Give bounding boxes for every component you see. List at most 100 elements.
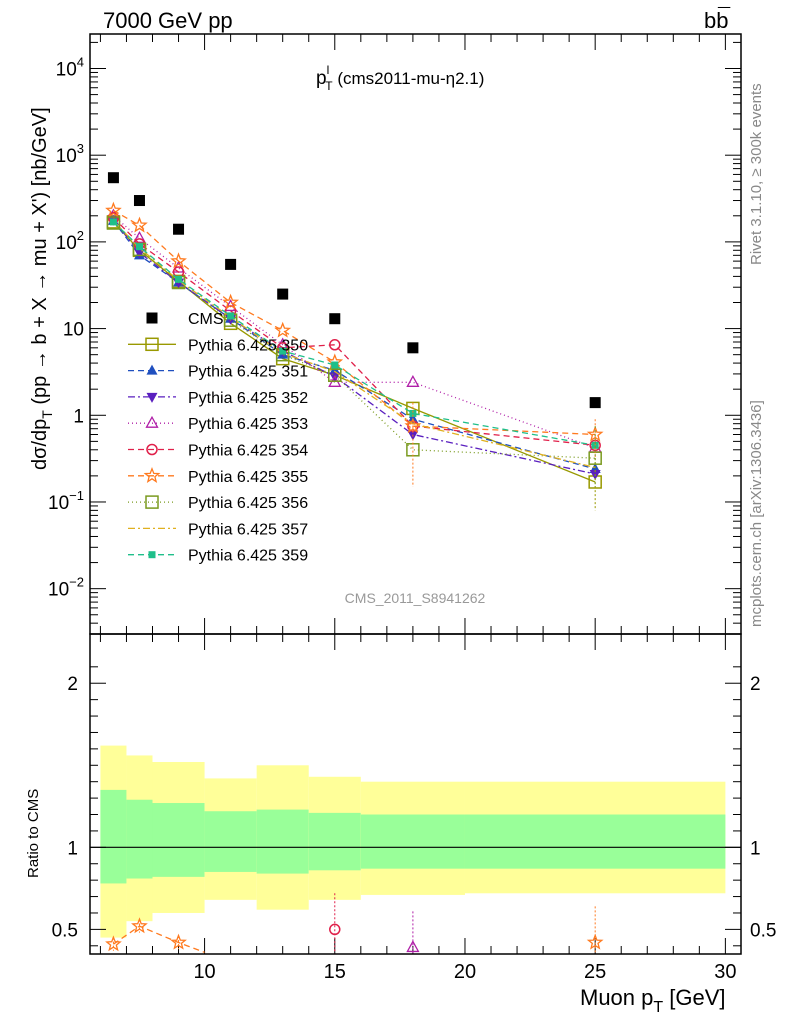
series-5-point-2: [170, 252, 187, 269]
legend-marker-8: [148, 551, 156, 559]
legend-label-2: Pythia 6.425 352: [188, 390, 308, 407]
series-5-point-6-shape: [404, 417, 422, 434]
series-3-point-6-shape: [406, 374, 420, 387]
series-5-point-4-shape: [274, 321, 292, 338]
band-inner-7: [464, 814, 726, 869]
legend-marker-1: [146, 364, 158, 375]
series-8-point-7: [591, 441, 599, 449]
cms-point-5: [329, 313, 341, 325]
ratio-point-0-2-shape: [170, 933, 187, 950]
header-right: bb: [704, 8, 728, 33]
legend-marker-3-shape: [145, 415, 159, 428]
series-line-2: [112, 219, 596, 475]
series-line-5: [113, 209, 596, 436]
band-inner-3: [204, 811, 257, 872]
ratio-point-0-0: [105, 935, 122, 952]
series-6-point-5-shape: [328, 368, 342, 382]
ratio-tick-label-right-2: 2: [750, 674, 761, 695]
band-inner-6: [360, 814, 465, 869]
y-tick-label-6: 10−2: [48, 575, 84, 601]
series-8-point-4: [279, 347, 287, 355]
x-axis-label: Muon pT [GeV]: [580, 985, 726, 1016]
main-plot-frame: [89, 33, 742, 635]
series-line-1: [112, 220, 596, 470]
cms-point-0-shape: [107, 172, 119, 184]
band-inner-2: [152, 803, 205, 877]
series-6-point-5: [328, 368, 342, 382]
series-5-point-3-shape: [222, 293, 240, 310]
series-5-point-0-shape: [105, 201, 122, 218]
ratio-point-0-1-shape: [131, 917, 148, 934]
cms-point-6: [407, 342, 419, 354]
series-5-point-3: [222, 293, 240, 310]
series-8-point-3: [227, 312, 235, 320]
series-8-point-6: [409, 409, 417, 417]
ratio-tick-label-right-0: 0.5: [750, 920, 776, 941]
series-5-point-7-shape: [586, 425, 604, 442]
ratio-point-1-0-shape: [329, 923, 341, 936]
cms-point-0: [107, 172, 119, 184]
ratio-y-axis-label: Ratio to CMS: [25, 789, 42, 878]
series-4-point-5: [329, 339, 341, 351]
ratio-point-0-0-shape: [105, 935, 122, 952]
series-line-3: [112, 215, 596, 449]
cms-point-1-shape: [133, 195, 145, 207]
cms-point-6-shape: [407, 342, 419, 354]
mcplots-label: mcplots.cern.ch [arXiv:1306.3436]: [748, 400, 765, 627]
series-8-point-1: [135, 243, 143, 251]
cms-point-5-shape: [329, 313, 341, 325]
legend-marker-4-shape: [146, 443, 158, 456]
ratio-plot-frame: [89, 633, 742, 955]
cms-point-2-shape: [173, 223, 185, 235]
ratio-tick-label-right-1: 1: [750, 838, 761, 859]
legend-label-8: Pythia 6.425 359: [188, 548, 308, 565]
ratio-point-0-1: [131, 917, 148, 934]
series-3-point-6: [406, 374, 420, 387]
rivet-label: Rivet 3.1.10, ≥ 300k events: [748, 83, 765, 265]
band-inner-1: [126, 799, 153, 879]
data-series: [105, 172, 604, 954]
cms-point-4: [277, 288, 289, 300]
band-inner-5: [308, 812, 361, 871]
ratio-point-3-0-shape: [586, 933, 604, 950]
series-8-point-5-shape: [331, 361, 339, 369]
series-8-point-3-shape: [227, 312, 235, 320]
legend-marker-2-shape: [146, 392, 158, 403]
series-5-point-1: [131, 216, 148, 233]
legend-marker-5: [143, 467, 161, 483]
series-8-point-2-shape: [175, 275, 183, 283]
legend-label-1: Pythia 6.425 351: [188, 364, 308, 381]
legend-label-5: Pythia 6.425 355: [188, 469, 308, 486]
legend: CMS Pythia 6.425 350 Pythia 6.425 351 Pythi…: [128, 311, 308, 565]
series-5-point-0: [105, 201, 122, 218]
x-tick-label-15: 15: [324, 961, 346, 983]
y-tick-label-2: 102: [56, 228, 84, 254]
legend-marker-0: [145, 337, 159, 352]
ratio-point-2-0: [406, 940, 420, 953]
ratio-point-3-0: [586, 933, 604, 950]
series-8-point-7-shape: [591, 441, 599, 449]
x-tick-label-10: 10: [193, 961, 215, 983]
series-8-point-0: [109, 218, 117, 226]
analysis-label: CMS_2011_S8941262: [345, 590, 486, 606]
legend-marker-6: [145, 495, 159, 509]
series-8-point-1-shape: [135, 243, 143, 251]
series-line-0: [112, 221, 596, 483]
series-8-point-5: [331, 361, 339, 369]
legend-marker-1-shape: [146, 364, 158, 375]
ratio-bands: [90, 745, 741, 938]
series-6-point-0-shape: [106, 216, 121, 230]
series-5-point-7: [586, 425, 604, 442]
legend-marker-2: [146, 392, 158, 403]
header-left: 7000 GeV pp: [103, 8, 233, 33]
legend-label-4: Pythia 6.425 354: [188, 443, 308, 460]
y-axis-label: dσ/dpT (pp → b + X → mu + X') [nb/GeV]: [29, 107, 55, 470]
y-tick-label-0: 104: [56, 54, 84, 80]
plot-title: pl T (cms2011-mu-η2.1): [316, 63, 484, 93]
ratio-tick-label-left-1: 1: [67, 838, 78, 859]
legend-marker-5-shape: [143, 467, 161, 483]
cms-point-7: [589, 397, 601, 409]
ratio-point-0-2: [170, 933, 187, 950]
band-inner-0: [100, 789, 127, 884]
